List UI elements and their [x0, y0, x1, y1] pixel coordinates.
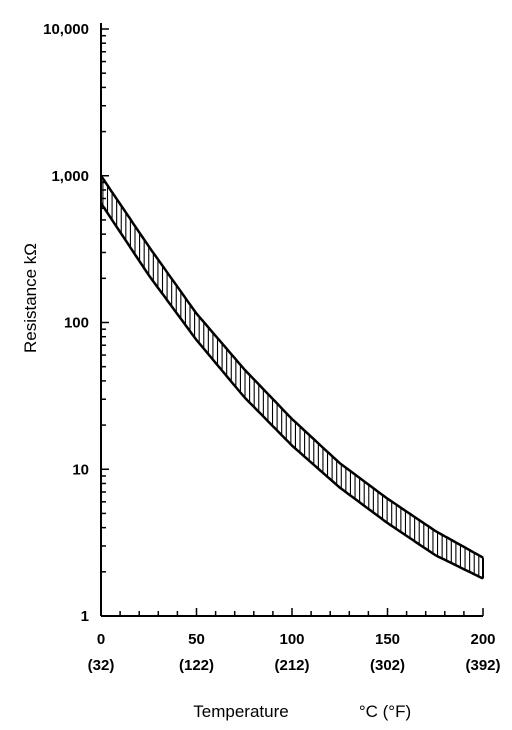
x-tick-sublabel: (32) — [88, 657, 115, 674]
band-upper-line — [99, 175, 484, 559]
y-tick-label: 100 — [64, 315, 89, 332]
y-axis-title: Resistance kΩ — [21, 243, 40, 353]
tick-labels: 1 10 100 1,000 10,000 0 (32) 50 (122) 100 (212) 150… — [43, 21, 500, 674]
x-tick-label: 50 — [188, 631, 205, 648]
x-tick-sublabel: (212) — [274, 657, 309, 674]
y-tick-label: 1,000 — [51, 168, 89, 185]
x-axis-title: Temperature — [193, 702, 288, 721]
x-tick-sublabel: (302) — [370, 657, 405, 674]
y-tick-label: 1 — [81, 608, 89, 625]
band-lower-line — [99, 202, 484, 580]
x-tick-sublabel: (392) — [465, 657, 500, 674]
resistance-band — [99, 175, 484, 580]
x-tick-sublabel: (122) — [179, 657, 214, 674]
y-tick-label: 10 — [72, 461, 89, 478]
axes — [100, 23, 484, 617]
x-tick-label: 100 — [279, 631, 304, 648]
y-tick-label: 10,000 — [43, 21, 89, 38]
x-tick-label: 150 — [375, 631, 400, 648]
band-hatching — [102, 178, 480, 577]
x-tick-label: 0 — [97, 631, 105, 648]
x-tick-label: 200 — [470, 631, 495, 648]
x-axis-units: °C (°F) — [359, 702, 411, 721]
